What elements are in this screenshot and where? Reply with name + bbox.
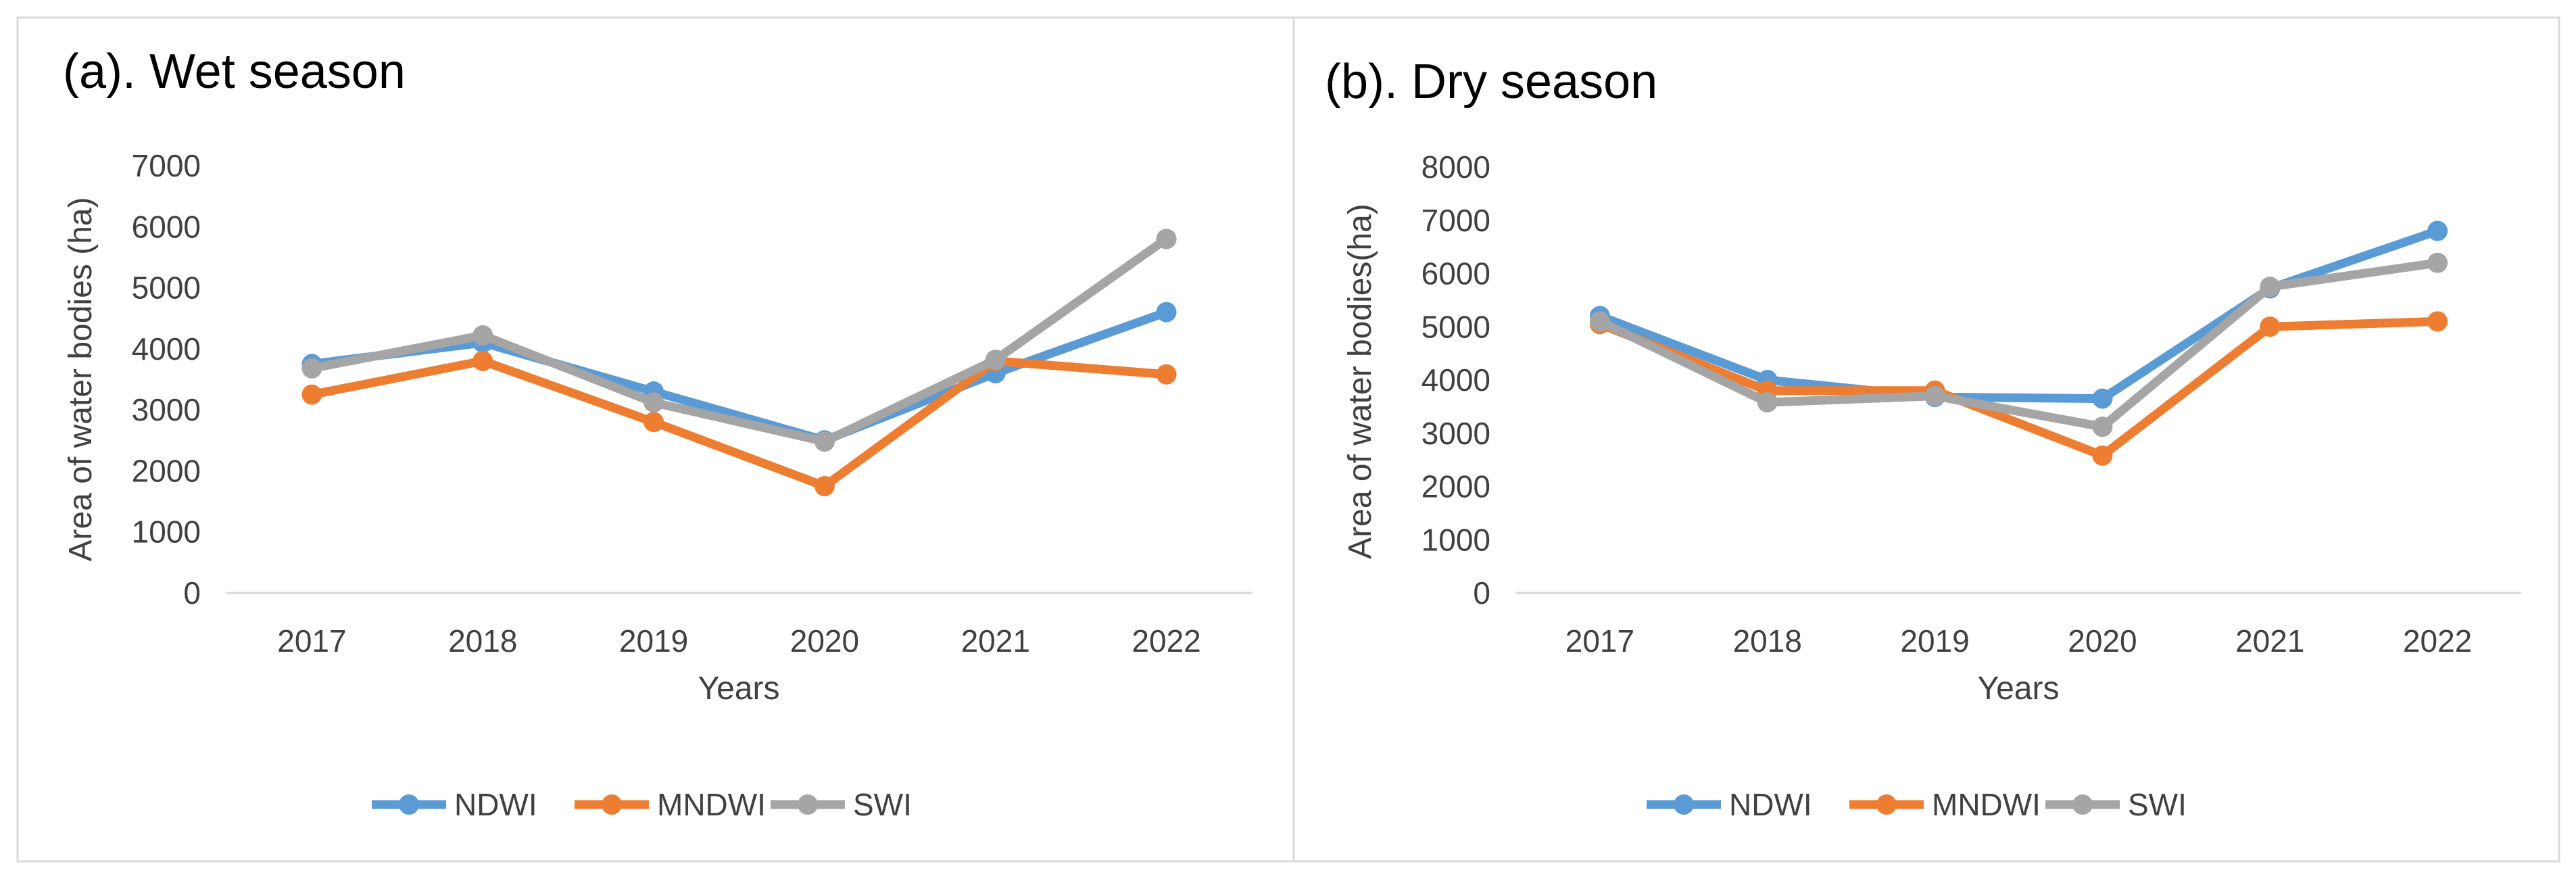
legend-swatch-marker: [399, 794, 419, 815]
x-tick-label: 2018: [448, 623, 517, 659]
y-tick-label: 6000: [132, 209, 201, 244]
x-tick-label: 2020: [2068, 623, 2137, 659]
y-tick-label: 0: [1473, 575, 1490, 611]
panel-border: [16, 16, 1295, 863]
legend-label: NDWI: [454, 787, 537, 822]
legend-item-swi: SWI: [771, 787, 912, 822]
y-tick-label: 4000: [1421, 362, 1490, 398]
legend-item-mndwi: MNDWI: [575, 787, 766, 822]
y-tick-label: 5000: [1421, 309, 1490, 344]
legend-item-mndwi: MNDWI: [1849, 787, 2041, 822]
x-axis-title: Years: [698, 671, 780, 707]
legend-label: MNDWI: [657, 787, 766, 822]
series-line-swi: [1595, 258, 2442, 431]
legend-item-ndwi: NDWI: [1647, 787, 1812, 822]
data-point-mndwi: [2092, 445, 2113, 466]
data-point-mndwi: [301, 384, 322, 405]
data-point-mndwi: [643, 412, 664, 433]
data-point-swi: [814, 431, 835, 452]
chart-title: (b). Dry season: [1325, 55, 1657, 109]
data-point-swi: [1156, 229, 1177, 249]
y-tick-label: 3000: [1421, 416, 1490, 451]
data-point-mndwi: [2427, 311, 2448, 332]
data-point-swi: [1924, 385, 1945, 406]
data-point-mndwi: [472, 350, 493, 371]
legend-label: MNDWI: [1932, 787, 2041, 822]
data-point-ndwi: [2427, 220, 2448, 241]
legend-item-ndwi: NDWI: [372, 787, 537, 822]
panel-border: [1292, 16, 2560, 863]
x-tick-label: 2020: [790, 623, 859, 659]
legend-swatch-marker: [602, 794, 622, 815]
x-tick-label: 2019: [1900, 623, 1969, 659]
data-point-swi: [301, 358, 322, 379]
x-tick-label: 2021: [2235, 623, 2304, 659]
chart-panel-dry-season: (b). Dry season 0 1000 2000 3000 4000 5000 6000…: [1292, 16, 2560, 863]
legend-label: SWI: [853, 787, 912, 822]
y-tick-label: 5000: [132, 270, 201, 306]
legend-swatch-marker: [1674, 794, 1694, 815]
data-point-swi: [1589, 311, 1610, 332]
legend-swatch-marker: [798, 794, 818, 815]
data-point-mndwi: [814, 476, 835, 496]
chart-panel-wet-season: (a). Wet season 0 1000 2000 3000 4000 5000 6000…: [16, 16, 1295, 863]
data-point-swi: [472, 325, 493, 345]
series-line-mndwi: [1595, 316, 2442, 460]
y-tick-label: 0: [183, 575, 201, 611]
legend-label: SWI: [2128, 787, 2187, 822]
x-axis-title: Years: [1978, 671, 2060, 707]
y-tick-label: 2000: [1421, 469, 1490, 504]
legend-swatch-marker: [2072, 794, 2093, 815]
legend-swatch-marker: [1876, 794, 1897, 815]
y-tick-label: 3000: [132, 392, 201, 427]
x-tick-label: 2018: [1733, 623, 1802, 659]
y-tick-label: 4000: [132, 331, 201, 366]
y-tick-label: 8000: [1421, 149, 1490, 185]
y-tick-label: 1000: [132, 515, 201, 550]
data-point-mndwi: [1156, 364, 1177, 385]
x-tick-label: 2022: [2403, 623, 2472, 659]
x-tick-label: 2021: [961, 623, 1030, 659]
data-point-swi: [985, 350, 1006, 371]
data-point-swi: [643, 392, 664, 413]
series-line-mndwi: [307, 356, 1171, 491]
data-point-swi: [2427, 252, 2448, 273]
legend-label: NDWI: [1729, 787, 1812, 822]
series-line-swi: [307, 234, 1171, 446]
y-tick-label: 6000: [1421, 256, 1490, 291]
y-tick-label: 7000: [132, 148, 201, 183]
y-axis-title: Area of water bodies (ha): [63, 197, 99, 562]
data-point-mndwi: [2260, 316, 2281, 337]
data-point-swi: [2260, 277, 2281, 297]
data-point-swi: [1757, 392, 1778, 413]
x-tick-label: 2017: [1565, 623, 1634, 659]
y-tick-label: 7000: [1421, 203, 1490, 238]
data-point-ndwi: [2092, 388, 2113, 409]
chart-title: (a). Wet season: [63, 45, 406, 99]
y-tick-label: 2000: [132, 453, 201, 488]
data-point-swi: [2092, 416, 2113, 437]
x-tick-label: 2019: [619, 623, 688, 659]
y-axis-title: Area of water bodies(ha): [1342, 204, 1378, 559]
y-tick-label: 1000: [1421, 522, 1490, 557]
x-tick-label: 2022: [1132, 623, 1200, 659]
x-tick-label: 2017: [277, 623, 346, 659]
data-point-ndwi: [1156, 302, 1177, 323]
legend-item-swi: SWI: [2045, 787, 2187, 822]
